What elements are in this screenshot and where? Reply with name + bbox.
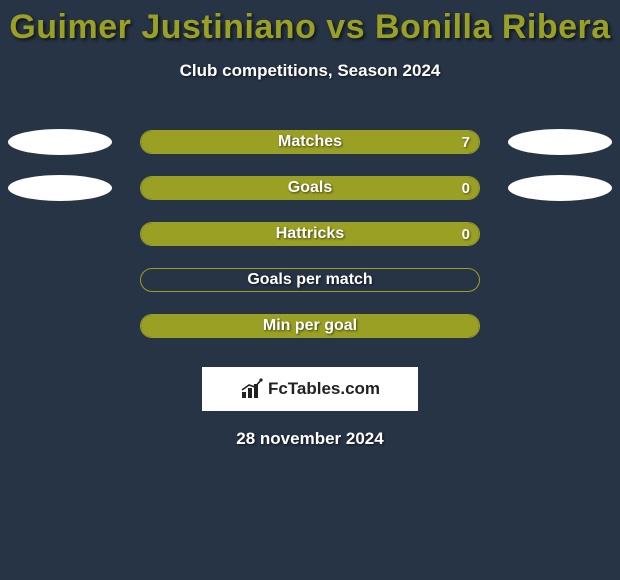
stat-bar-fill [141,131,479,153]
stat-row: Goals0 [0,165,620,211]
stat-row: Matches7 [0,119,620,165]
player-right-ellipse [508,175,612,201]
stat-bar-fill [141,177,479,199]
stat-row: Hattricks0 [0,211,620,257]
stat-row: Min per goal [0,303,620,349]
stat-bar [140,268,480,292]
logo-box: FcTables.com [202,367,418,411]
stat-bar-fill [141,315,479,337]
chart-icon [240,378,264,400]
stat-bar [140,222,480,246]
stat-bar [140,176,480,200]
player-left-ellipse [8,129,112,155]
stat-bar [140,130,480,154]
subtitle: Club competitions, Season 2024 [0,61,620,81]
stat-bar-fill [141,223,479,245]
logo-text: FcTables.com [268,379,380,399]
logo-suffix: Tables.com [288,379,380,398]
page-title: Guimer Justiniano vs Bonilla Ribera [0,0,620,47]
logo-prefix: Fc [268,379,288,398]
player-left-ellipse [8,175,112,201]
comparison-rows: Matches7Goals0Hattricks0Goals per matchM… [0,119,620,349]
stat-row: Goals per match [0,257,620,303]
date-text: 28 november 2024 [0,429,620,449]
stat-bar [140,314,480,338]
player-right-ellipse [508,129,612,155]
